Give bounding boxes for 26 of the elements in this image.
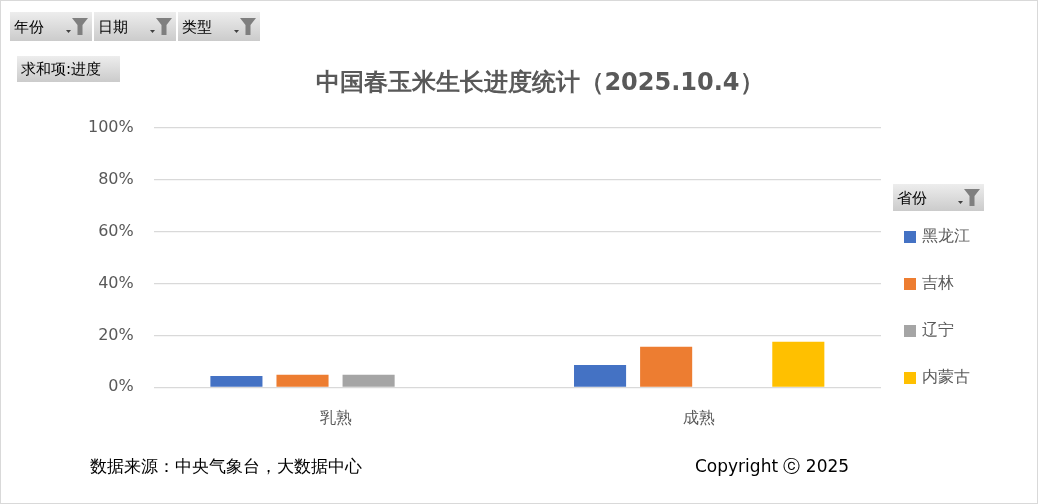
source-note: 数据来源：中央气象台，大数据中心: [90, 455, 362, 477]
legend-label: 内蒙古: [922, 367, 970, 388]
text: 年份: [14, 17, 44, 36]
legend-label: 黑龙江: [922, 226, 970, 247]
x-tick-label: 成熟: [683, 408, 716, 428]
y-tick-label: 0%: [108, 376, 134, 396]
bar: [276, 374, 329, 387]
legend-label: 辽宁: [922, 320, 954, 341]
y-axis-title: 求和项:进度: [21, 60, 102, 78]
bar: [210, 375, 263, 387]
y-tick-label: 40%: [98, 272, 134, 292]
y-tick-label: 60%: [98, 220, 134, 240]
text: 类型: [182, 17, 212, 36]
chart-title: 中国春玉米生长进度统计（2025.10.4）: [315, 67, 765, 97]
y-tick-label: 100%: [87, 116, 134, 136]
bar: [640, 346, 693, 387]
y-tick-label: 20%: [98, 324, 134, 344]
bar: [772, 341, 825, 387]
text: Copyright ⓒ 2025: [695, 455, 850, 477]
x-tick-label: 乳熟: [319, 408, 352, 428]
text: 日期: [98, 17, 128, 36]
bar: [574, 364, 627, 387]
legend-title: 省份: [897, 188, 927, 207]
bar: [342, 374, 395, 387]
y-tick-label: 80%: [98, 168, 134, 188]
legend-label: 吉林: [922, 273, 954, 294]
